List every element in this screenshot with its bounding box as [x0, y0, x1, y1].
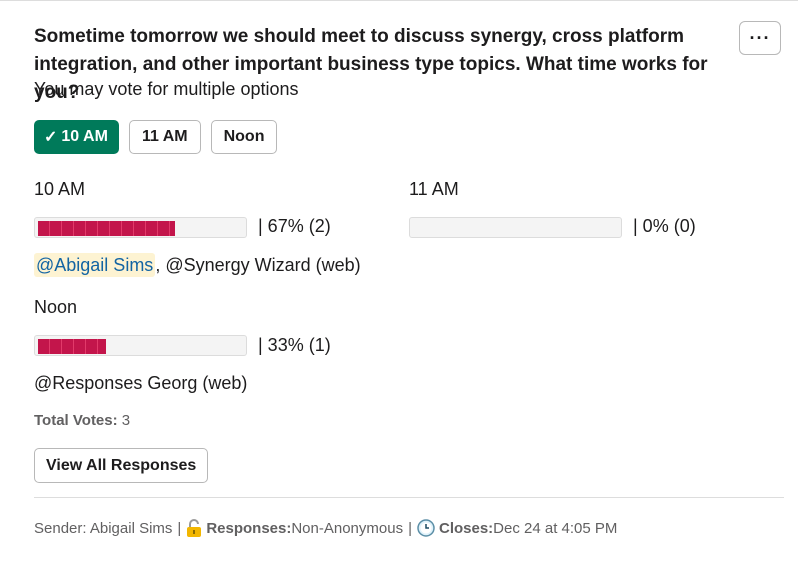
result-label-10am: 10 AM [34, 179, 86, 199]
result-bar-fill [38, 221, 175, 236]
divider [34, 497, 784, 498]
result-voters-noon: @Responses Georg (web) [34, 373, 248, 393]
responses-label: Responses: [206, 519, 292, 537]
clock-icon [417, 519, 435, 537]
result-stat-11am: | 0% (0) [633, 216, 696, 236]
voter-list: , @Synergy Wizard (web) [155, 255, 361, 275]
result-bar-11am [409, 217, 622, 238]
vote-option-label: 11 AM [141, 128, 188, 145]
unlocked-lock-icon [187, 519, 202, 537]
result-bar-10am [34, 217, 247, 238]
poll-subtitle: You may vote for multiple options [34, 79, 299, 99]
total-votes-value: 3 [117, 412, 131, 429]
user-mention[interactable]: @Abigail Sims [34, 253, 156, 277]
result-label-11am: 11 AM [409, 179, 459, 199]
vote-option-label: Noon [223, 128, 265, 145]
total-votes-label: Total Votes: [34, 412, 118, 429]
more-actions-button[interactable]: ··· [739, 21, 781, 55]
result-bar-noon [34, 335, 247, 356]
vote-option-noon[interactable]: Noon [210, 120, 278, 154]
more-icon: ··· [749, 27, 771, 48]
result-stat-noon: | 33% (1) [258, 335, 331, 355]
vote-option-10am[interactable]: ✓ 10 AM [34, 120, 119, 154]
result-bar-fill [38, 339, 106, 354]
result-voters-10am: @Abigail Sims, @Synergy Wizard (web) [34, 253, 361, 277]
total-votes: Total Votes: 3 [34, 412, 130, 429]
vote-option-11am[interactable]: 11 AM [128, 120, 201, 154]
result-label-noon: Noon [34, 297, 78, 317]
check-icon: ✓ [44, 129, 58, 146]
poll-footer: Sender: Abigail Sims | Responses: Non-An… [34, 519, 617, 537]
view-all-responses-button[interactable]: View All Responses [34, 448, 209, 483]
closes-value: Dec 24 at 4:05 PM [493, 519, 618, 537]
result-stat-10am: | 67% (2) [258, 216, 331, 236]
sender-text: Sender: Abigail Sims [34, 519, 173, 537]
vote-option-label: 10 AM [61, 128, 108, 145]
separator: | [177, 519, 182, 537]
poll-question: Sometime tomorrow we should meet to disc… [34, 26, 708, 103]
closes-label: Closes: [438, 519, 494, 537]
separator: | [408, 519, 412, 537]
responses-value: Non-Anonymous [291, 519, 404, 537]
vote-options: ✓ 10 AM 11 AM Noon [34, 120, 287, 154]
